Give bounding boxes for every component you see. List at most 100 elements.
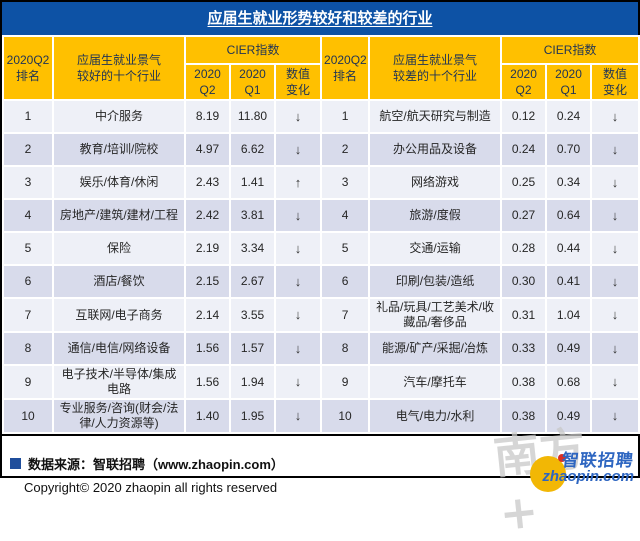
table-row: 7 互联网/电子商务 2.14 3.55 ↓ 7 礼品/玩具/工艺美术/收藏品/奢侈品 0.3…: [2, 297, 640, 334]
source-text: 数据来源：智联招聘（www.zhaopin.com）: [28, 457, 284, 473]
change-arrow-worse-icon: ↓: [590, 364, 640, 401]
industry-cell-better: 房地产/建筑/建材/工程: [52, 198, 186, 234]
change-arrow-better-icon: ↓: [273, 264, 323, 300]
q1-cell-better: 1.41: [229, 165, 276, 201]
rank-cell-worse: 10: [320, 398, 371, 435]
header-q2-better: 2020 Q2: [184, 62, 231, 102]
q2-cell-better: 1.40: [184, 398, 231, 435]
q1-cell-worse: 0.64: [545, 198, 593, 234]
table-row: 6 酒店/餐饮 2.15 2.67 ↓ 6 印刷/包装/造纸 0.30 0.41 ↓: [2, 264, 640, 300]
q2-cell-better: 2.43: [184, 165, 231, 201]
header-industries-worse: 应届生就业景气 较差的十个行业: [368, 34, 503, 102]
table-row: 1 中介服务 8.19 11.80 ↓ 1 航空/航天研究与制造 0.12 0.24 ↓: [2, 99, 640, 135]
q1-cell-better: 1.57: [229, 331, 276, 367]
data-source-line: 数据来源：智联招聘（www.zhaopin.com）: [10, 454, 284, 473]
q1-cell-better: 1.95: [229, 398, 276, 435]
table-frame: 应届生就业形势较好和较差的行业 2020Q2 排名 应届生就业景气 较好的十个行…: [0, 0, 640, 479]
table-row: 4 房地产/建筑/建材/工程 2.42 3.81 ↓ 4 旅游/度假 0.27 0.64 ↓: [2, 198, 640, 234]
industry-cell-worse: 航空/航天研究与制造: [368, 99, 503, 135]
q2-cell-better: 2.19: [184, 231, 231, 267]
industry-cell-better: 娱乐/体育/休闲: [52, 165, 186, 201]
industry-cell-better: 电子技术/半导体/集成电路: [52, 364, 186, 401]
industry-cell-better: 互联网/电子商务: [52, 297, 186, 334]
q1-cell-worse: 0.44: [545, 231, 593, 267]
change-arrow-worse-icon: ↓: [590, 165, 640, 201]
q2-cell-worse: 0.31: [500, 297, 548, 334]
table-row: 8 通信/电信/网络设备 1.56 1.57 ↓ 8 能源/矿产/采掘/冶炼 0.33 0.49…: [2, 331, 640, 367]
industry-cell-better: 酒店/餐饮: [52, 264, 186, 300]
q1-cell-better: 11.80: [229, 99, 276, 135]
industry-cell-worse: 网络游戏: [368, 165, 503, 201]
q2-cell-worse: 0.28: [500, 231, 548, 267]
header-change-better: 数值 变化: [273, 62, 323, 102]
q2-cell-worse: 0.38: [500, 364, 548, 401]
q2-cell-better: 1.56: [184, 364, 231, 401]
header-rank-worse: 2020Q2 排名: [320, 34, 371, 102]
header-industries-better: 应届生就业景气 较好的十个行业: [52, 34, 186, 102]
q1-cell-worse: 0.49: [545, 398, 593, 435]
industry-cell-better: 通信/电信/网络设备: [52, 331, 186, 367]
q1-cell-better: 1.94: [229, 364, 276, 401]
q2-cell-worse: 0.30: [500, 264, 548, 300]
change-arrow-worse-icon: ↓: [590, 231, 640, 267]
industry-cell-worse: 交通/运输: [368, 231, 503, 267]
change-arrow-better-icon: ↓: [273, 231, 323, 267]
header-change-worse: 数值 变化: [590, 62, 640, 102]
q2-cell-worse: 0.25: [500, 165, 548, 201]
industry-cell-worse: 礼品/玩具/工艺美术/收藏品/奢侈品: [368, 297, 503, 334]
q1-cell-worse: 0.41: [545, 264, 593, 300]
industry-cell-worse: 办公用品及设备: [368, 132, 503, 168]
q1-cell-worse: 1.04: [545, 297, 593, 334]
header-q1-better: 2020 Q1: [229, 62, 276, 102]
q1-cell-better: 3.55: [229, 297, 276, 334]
rank-cell-worse: 5: [320, 231, 371, 267]
header-rank-better: 2020Q2 排名: [2, 34, 54, 102]
header-cier-worse: CIER指数: [500, 35, 640, 65]
q2-cell-worse: 0.24: [500, 132, 548, 168]
industry-cell-better: 教育/培训/院校: [52, 132, 186, 168]
source-bullet-icon: [10, 458, 21, 470]
rank-cell-better: 2: [2, 132, 54, 168]
q2-cell-better: 2.14: [184, 297, 231, 334]
industry-cell-worse: 旅游/度假: [368, 198, 503, 234]
table-row: 9 电子技术/半导体/集成电路 1.56 1.94 ↓ 9 汽车/摩托车 0.38 0.68 ↓: [2, 364, 640, 401]
q2-cell-better: 4.97: [184, 132, 231, 168]
table-body: 1 中介服务 8.19 11.80 ↓ 1 航空/航天研究与制造 0.12 0.24 ↓ 2 教育/培…: [2, 99, 640, 435]
q1-cell-worse: 0.70: [545, 132, 593, 168]
page-title: 应届生就业形势较好和较差的行业: [2, 2, 638, 35]
change-arrow-worse-icon: ↓: [590, 132, 640, 168]
q1-cell-worse: 0.24: [545, 99, 593, 135]
header-q2-worse: 2020 Q2: [500, 62, 548, 102]
copyright-text: Copyright© 2020 zhaopin all rights reser…: [0, 478, 640, 496]
q1-cell-better: 3.81: [229, 198, 276, 234]
rank-cell-worse: 1: [320, 99, 371, 135]
change-arrow-worse-icon: ↓: [590, 99, 640, 135]
change-arrow-worse-icon: ↓: [590, 297, 640, 334]
rank-cell-better: 9: [2, 364, 54, 401]
rank-cell-worse: 3: [320, 165, 371, 201]
rank-cell-better: 10: [2, 398, 54, 435]
change-arrow-better-icon: ↓: [273, 198, 323, 234]
industry-cell-better: 专业服务/咨询(财会/法律/人力资源等): [52, 398, 186, 435]
q2-cell-better: 2.15: [184, 264, 231, 300]
q1-cell-worse: 0.49: [545, 331, 593, 367]
industry-cell-worse: 能源/矿产/采掘/冶炼: [368, 331, 503, 367]
industry-cell-better: 保险: [52, 231, 186, 267]
table-row: 5 保险 2.19 3.34 ↓ 5 交通/运输 0.28 0.44 ↓: [2, 231, 640, 267]
change-arrow-worse-icon: ↓: [590, 398, 640, 435]
change-arrow-better-icon: ↓: [273, 132, 323, 168]
change-arrow-better-icon: ↓: [273, 99, 323, 135]
q2-cell-better: 1.56: [184, 331, 231, 367]
table-header: 2020Q2 排名 应届生就业景气 较好的十个行业 CIER指数 2020Q2 …: [2, 34, 640, 102]
change-arrow-worse-icon: ↓: [590, 264, 640, 300]
industry-cell-worse: 印刷/包装/造纸: [368, 264, 503, 300]
change-arrow-better-icon: ↓: [273, 364, 323, 401]
q1-cell-better: 2.67: [229, 264, 276, 300]
rank-cell-worse: 2: [320, 132, 371, 168]
bottom-strip: 数据来源：智联招聘（www.zhaopin.com）: [2, 434, 638, 477]
change-arrow-worse-icon: ↓: [590, 331, 640, 367]
industry-cell-worse: 电气/电力/水利: [368, 398, 503, 435]
header-cier-better: CIER指数: [183, 35, 323, 65]
q1-cell-worse: 0.68: [545, 364, 593, 401]
rank-cell-better: 1: [2, 99, 54, 135]
